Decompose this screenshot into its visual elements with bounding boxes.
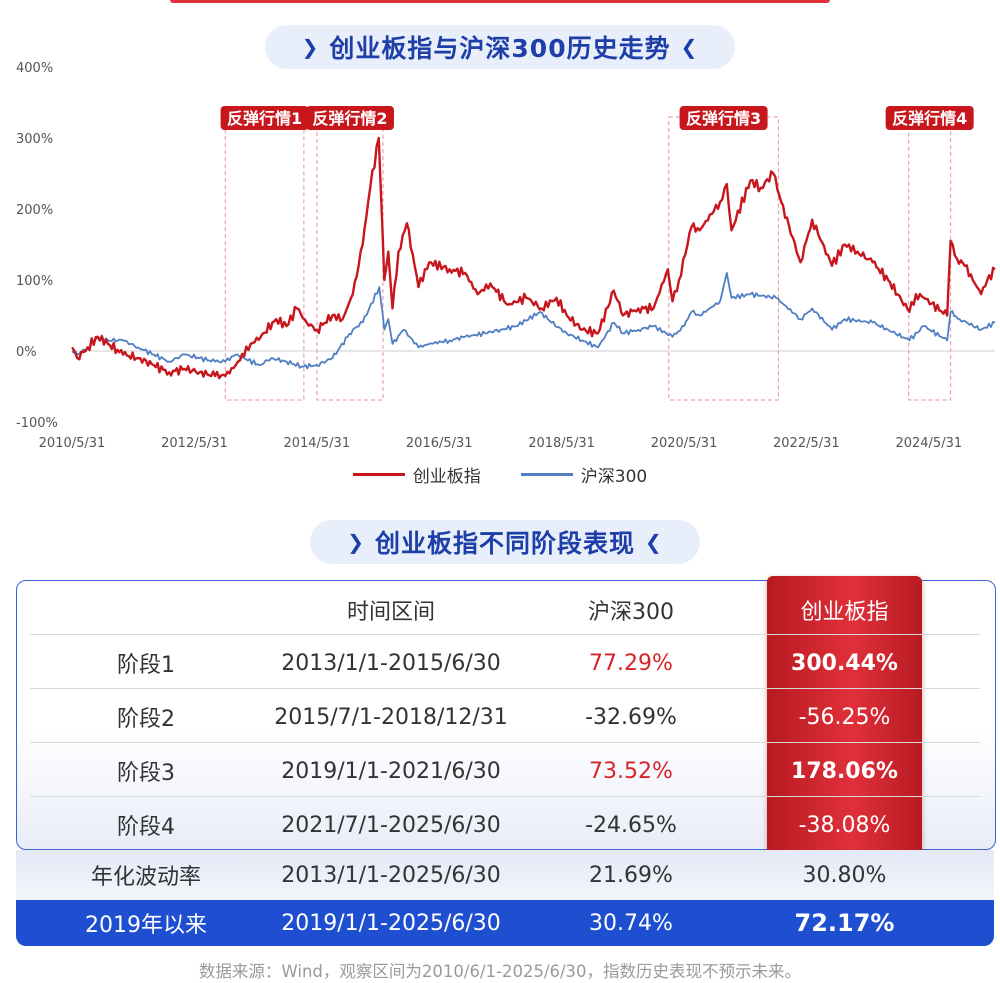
since-2019-row: 2019年以来 2019/1/1-2025/6/30 30.74% 72.17%: [16, 900, 994, 946]
volatility-cyb: 30.80%: [802, 862, 887, 888]
series-line-hs300: [71, 271, 996, 370]
legend-item-cyb: 创业板指: [352, 462, 481, 487]
chart-title: 创业板指与沪深300历史走势: [329, 34, 671, 63]
table-row: 阶段2 2015/7/1-2018/12/31 -32.69% -56.25%: [16, 690, 994, 744]
data-source-footnote: 数据来源：Wind，观察区间为2010/6/1-2025/6/30，指数历史表现…: [198, 962, 802, 981]
rally-label-tag: [220, 106, 309, 130]
since-2019-cyb: 72.17%: [794, 909, 895, 937]
chevron-right-icon: ❯: [347, 530, 365, 554]
x-tick-label: 2010/5/31: [39, 436, 106, 451]
table-title: 创业板指不同阶段表现: [374, 529, 635, 558]
x-tick-label: 2020/5/31: [651, 436, 718, 451]
row-hs300: 77.29%: [589, 650, 673, 676]
y-tick-label: 400%: [16, 61, 53, 76]
table-header-row: 时间区间 沪深300 创业板指: [16, 583, 994, 637]
chevron-left-icon: ❮: [680, 35, 699, 59]
rally-period-box: [908, 116, 952, 401]
table-row: 阶段1 2013/1/1-2015/6/30 77.29% 300.44%: [16, 636, 994, 690]
row-cyb: 300.44%: [791, 650, 898, 676]
row-divider: [30, 796, 980, 797]
header-cyb: 创业板指: [800, 600, 889, 625]
row-period: 2019/1/1-2021/6/30: [281, 758, 501, 784]
row-divider: [30, 688, 980, 689]
legend-swatch-blue: [520, 473, 573, 476]
x-tick-label: 2012/5/31: [161, 436, 228, 451]
table-title-pill: ❯ 创业板指不同阶段表现 ❮: [310, 520, 700, 564]
x-tick-label: 2016/5/31: [406, 436, 473, 451]
rally-period-box: [668, 116, 779, 401]
top-accent-bar: [170, 0, 830, 3]
x-tick-label: 2018/5/31: [528, 436, 595, 451]
volatility-label: 年化波动率: [90, 865, 201, 890]
since-2019-hs300: 30.74%: [589, 910, 673, 936]
row-hs300: -32.69%: [585, 704, 677, 730]
since-2019-label: 2019年以来: [85, 913, 207, 938]
header-period: 时间区间: [346, 600, 435, 625]
row-divider: [30, 634, 980, 635]
y-tick-label: 200%: [16, 203, 53, 218]
rally-label-tag: [679, 106, 768, 130]
x-tick-label: 2024/5/31: [895, 436, 962, 451]
y-tick-label: 300%: [16, 132, 53, 147]
rally-label-tag: [305, 106, 394, 130]
row-hs300: 73.52%: [589, 758, 673, 784]
row-label: 阶段4: [117, 815, 175, 840]
legend-label-hs300: 沪深300: [580, 467, 648, 487]
table-row: 阶段4 2021/7/1-2025/6/30 -24.65% -38.08%: [16, 798, 994, 852]
volatility-period: 2013/1/1-2025/6/30: [281, 862, 501, 888]
chevron-left-icon: ❮: [645, 530, 663, 554]
header-hs300: 沪深300: [588, 600, 674, 625]
y-tick-label: 100%: [16, 274, 53, 289]
rally-period-box: [316, 116, 384, 401]
row-label: 阶段3: [117, 761, 175, 786]
since-2019-row-bg: [16, 900, 994, 946]
table-row: 阶段3 2019/1/1-2021/6/30 73.52% 178.06%: [16, 744, 994, 798]
x-tick-label: 2014/5/31: [283, 436, 350, 451]
legend-swatch-red: [352, 473, 405, 476]
x-tick-label: 2022/5/31: [773, 436, 840, 451]
line-chart: 400% 300% 200% 100% 0% -100% 2010/5/31 2012/5/3…: [16, 61, 996, 451]
row-cyb: -56.25%: [798, 704, 891, 730]
highlight-column-cyb: [767, 576, 922, 855]
row-period: 2015/7/1-2018/12/31: [274, 704, 508, 730]
chart-legend: 创业板指 沪深300: [0, 462, 1000, 487]
volatility-row: 年化波动率 2013/1/1-2025/6/30 21.69% 30.80%: [16, 850, 994, 900]
volatility-row-bg: [16, 850, 994, 900]
y-tick-label: -100%: [16, 416, 58, 431]
rally-label-tag: [885, 106, 974, 130]
row-label: 阶段1: [117, 653, 175, 678]
row-label: 阶段2: [117, 707, 175, 732]
legend-label-cyb: 创业板指: [412, 467, 481, 487]
series-line-cyb: [71, 136, 996, 380]
row-cyb: 178.06%: [791, 758, 898, 784]
volatility-hs300: 21.69%: [589, 862, 673, 888]
rally-label: 反弹行情4: [892, 109, 967, 128]
since-2019-period: 2019/1/1-2025/6/30: [281, 910, 501, 936]
rally-label: 反弹行情1: [227, 109, 302, 128]
y-tick-label: 0%: [16, 345, 37, 360]
legend-item-hs300: 沪深300: [520, 462, 648, 487]
rally-period-box: [224, 116, 305, 401]
row-period: 2021/7/1-2025/6/30: [281, 812, 501, 838]
chart-title-pill: ❯ 创业板指与沪深300历史走势 ❮: [265, 25, 735, 69]
rally-label: 反弹行情3: [686, 109, 761, 128]
row-hs300: -24.65%: [585, 812, 677, 838]
row-cyb: -38.08%: [798, 812, 891, 838]
rally-label: 反弹行情2: [312, 109, 387, 128]
row-divider: [30, 742, 980, 743]
row-period: 2013/1/1-2015/6/30: [281, 650, 501, 676]
chevron-right-icon: ❯: [301, 35, 320, 59]
